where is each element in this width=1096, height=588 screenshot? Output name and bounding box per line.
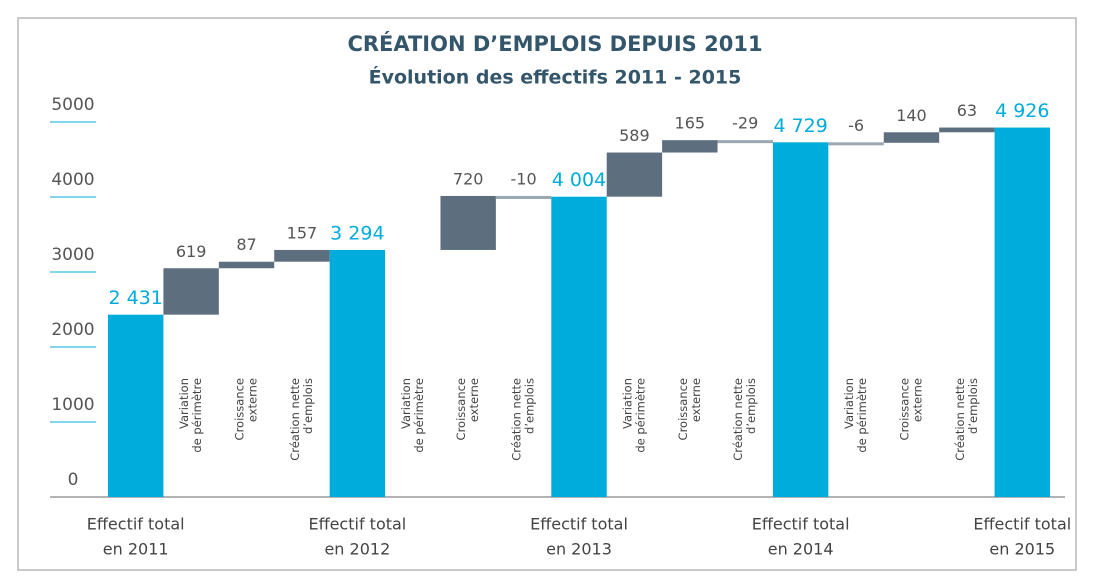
rotated-label: Variation de périmètre [842,378,869,453]
rotated-label: Création nette d’emplois [953,378,980,461]
value-label: 157 [287,223,318,242]
x-tick-label: Effectif total [973,515,1071,534]
rotated-label: Création nette d’emplois [731,378,758,461]
value-label: 165 [675,114,706,133]
x-tick-label: en 2015 [989,540,1055,559]
x-tick-label: en 2014 [768,540,834,559]
delta-bar [495,195,552,199]
value-label: 4 729 [773,115,827,137]
x-tick-label: Effectif total [87,515,185,534]
value-label: 4 004 [552,169,606,191]
x-tick-label: Variation [177,378,191,429]
y-tick-label: 5000 [51,95,94,115]
x-tick-label: externe [467,378,481,422]
x-tick-label: de périmètre [190,378,204,453]
rotated-label: Création nette d’emplois [510,378,537,461]
value-label: 589 [619,126,650,145]
value-label: -29 [732,114,758,133]
x-tick-label: d’emplois [301,378,315,434]
y-tick-label: 4000 [51,170,94,190]
x-tick-label: de périmètre [633,378,647,453]
x-tick-label: Croissance [233,378,247,440]
delta-bar [163,268,219,315]
x-tick-label: Effectif total [308,515,406,534]
x-tick-label: Création nette [731,378,745,461]
x-tick-label: en 2011 [103,540,169,559]
total-bar [329,249,386,497]
delta-bar [939,127,995,133]
rotated-label: Création nette d’emplois [288,378,315,461]
delta-bar [662,140,718,153]
rotated-label: Variation de périmètre [620,378,647,453]
delta-bar [828,142,884,146]
x-tick-label: en 2013 [546,540,612,559]
x-tick-label: Effectif total [752,515,850,534]
x-tick-label: Croissance [676,378,690,440]
delta-bar [717,140,773,144]
x-tick-label: Création nette [953,378,967,461]
chart-subtitle: Évolution des effectifs 2011 - 2015 [369,66,742,89]
value-label: 2 431 [109,287,163,309]
x-tick-label: d’emplois [523,378,537,434]
x-tick-label: d’emplois [966,378,980,434]
value-label: 140 [896,106,927,125]
value-label: 63 [957,101,977,120]
total-bar [108,314,164,497]
x-tick-label: Variation [842,378,856,429]
delta-bar [218,261,275,269]
x-tick-label: Croissance [897,378,911,440]
delta-bar [440,195,496,250]
value-label: 87 [236,235,256,254]
x-tick-label: Création nette [288,378,302,461]
rotated-label: Croissance externe [233,378,260,440]
x-tick-label: en 2012 [324,540,390,559]
y-tick-label: 0 [68,470,79,490]
x-tick-label: Croissance [454,378,468,440]
y-tick-label: 3000 [51,245,94,265]
rotated-label: Variation de périmètre [177,378,204,453]
value-label: 3 294 [330,222,384,244]
total-bar [772,142,829,497]
x-tick-label: de périmètre [855,378,869,453]
x-tick-label: Variation [620,378,634,429]
delta-bar [274,249,330,262]
value-label: -6 [848,116,864,135]
rotated-label: Variation de périmètre [399,378,426,453]
x-tick-label: Variation [399,378,413,429]
total-bar [994,127,1050,498]
x-tick-label: externe [689,378,703,422]
chart-title: CRÉATION D’EMPLOIS DEPUIS 2011 [347,31,762,56]
delta-bar [883,132,940,143]
x-tick-label: d’emplois [744,378,758,434]
x-tick-label: externe [246,378,260,422]
rotated-label: Croissance externe [454,378,481,440]
value-label: 720 [453,169,484,188]
rotated-label: Croissance externe [897,378,924,440]
value-label: 4 926 [995,100,1049,122]
x-tick-label: de périmètre [412,378,426,453]
x-tick-label: externe [910,378,924,422]
delta-bar [606,152,663,197]
y-tick-label: 1000 [51,395,94,415]
y-tick-label: 2000 [51,320,94,340]
total-bar [551,196,607,497]
value-label: 619 [176,242,207,261]
rotated-label: Croissance externe [676,378,703,440]
x-tick-label: Effectif total [530,515,628,534]
value-label: -10 [511,169,537,188]
x-tick-label: Création nette [510,378,524,461]
